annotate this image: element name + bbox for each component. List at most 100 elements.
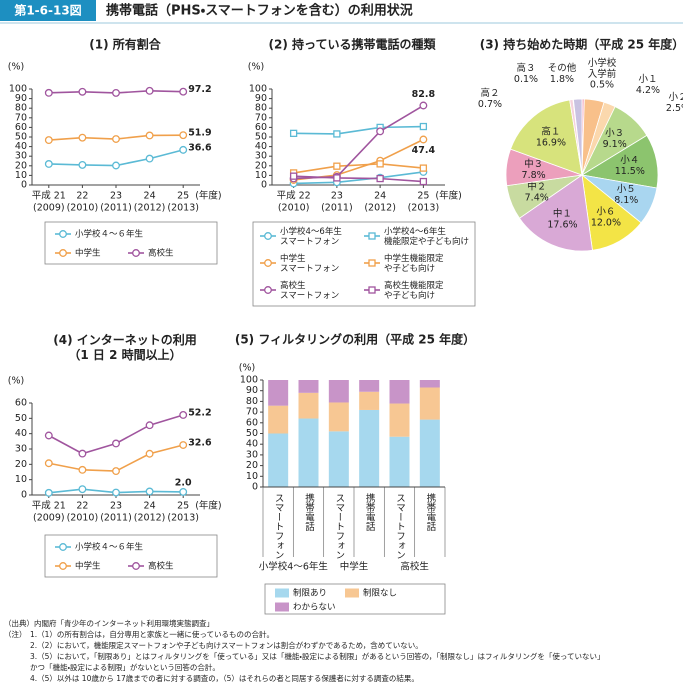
- marker: [44, 136, 53, 145]
- legend-label: 高校生: [148, 561, 174, 572]
- y-tick-label: 60: [15, 398, 27, 409]
- badge-background: [0, 0, 96, 21]
- chart-title: (1) 所有割合: [89, 37, 161, 52]
- text-line: 小学校: [588, 57, 617, 69]
- y-tick-label: 30: [15, 151, 27, 162]
- legend-label: わからない: [293, 603, 336, 613]
- y-tick-label: 50: [246, 428, 258, 439]
- x-tick-label: 25: [177, 191, 189, 202]
- x-tick-label: 23: [110, 501, 122, 512]
- marker: [78, 465, 87, 474]
- marker: [132, 562, 140, 570]
- y-tick-label: 80: [15, 103, 27, 114]
- marker: [179, 131, 188, 140]
- note: 2.（2）において，機能限定スマートフォンや子ども向けスマートフォンは割合がわず…: [30, 640, 423, 650]
- bar-segment: [359, 380, 380, 392]
- marker: [44, 88, 53, 97]
- legend-swatch: [345, 588, 359, 598]
- y-tick-label: 10: [255, 170, 267, 181]
- marker: [419, 135, 428, 144]
- marker: [179, 411, 188, 419]
- y-tick-label: 70: [15, 112, 27, 123]
- slice-label: 高３: [516, 62, 535, 74]
- x-tick-year: (2010): [67, 513, 99, 524]
- text-line: 中学生: [280, 253, 306, 264]
- slice-value: 0.1%: [514, 74, 538, 85]
- marker: [179, 487, 188, 496]
- bar-segment: [328, 431, 349, 487]
- x-tick-year: (2009): [33, 513, 65, 524]
- y-tick-label: 80: [246, 396, 258, 407]
- x-tick-label: 23: [331, 191, 343, 202]
- legend-label: 小学校４～６年生: [75, 229, 144, 240]
- marker: [289, 172, 298, 180]
- x-tick-year: (2010): [67, 203, 99, 214]
- legend-swatch: [275, 602, 289, 612]
- bar-segment: [359, 391, 380, 410]
- slice-label: 高２: [480, 87, 499, 99]
- y-tick-label: 40: [255, 141, 267, 152]
- x-tick-label: 平成 21: [32, 500, 66, 512]
- note: 1.（1）の所有割合は，自分専用と家族と一緒に使っているものの合計。: [30, 629, 274, 639]
- x-tick-label: 22: [76, 191, 88, 202]
- text-line: スマートフォン: [280, 264, 339, 274]
- legend-label: 制限なし: [363, 588, 397, 599]
- series-line: [293, 171, 424, 185]
- bar-segment: [359, 409, 380, 487]
- bar-segment: [389, 380, 410, 404]
- text-line: スマートフォン: [280, 291, 339, 301]
- text-line: 高校生機能限定: [384, 280, 444, 291]
- bar-segment: [419, 419, 440, 487]
- y-tick-label: 90: [255, 93, 267, 104]
- legend-label: 小学校4～6年生機能限定や子ども向け: [384, 226, 469, 247]
- x-tick-label: 携帯電話: [424, 492, 436, 532]
- source: （出典）内閣府「青少年のインターネット利用環境実態調査」: [4, 618, 214, 628]
- x-tick-year: (2011): [321, 203, 353, 214]
- data-label: 2.0: [175, 477, 192, 488]
- y-tick-label: 30: [246, 449, 258, 460]
- x-tick-label: 25: [417, 191, 429, 202]
- legend-label: 中学生: [75, 561, 101, 572]
- y-unit: (%): [8, 376, 24, 387]
- marker: [264, 286, 272, 294]
- legend-label: 中学生: [75, 248, 101, 259]
- slice-label: 小１: [638, 74, 657, 85]
- group-label: 中学生: [340, 561, 369, 573]
- chart-title: (3) 持ち始めた時期（平成 25 年度）: [480, 37, 683, 52]
- y-tick-label: 20: [15, 459, 27, 470]
- text-line: 中学生機能限定: [384, 253, 444, 264]
- y-tick-label: 60: [255, 122, 267, 133]
- bar-segment: [389, 403, 410, 437]
- y-tick-label: 0: [261, 180, 267, 191]
- x-tick-year: (2011): [100, 203, 132, 214]
- note: 4.（5）以外は 10歳から 17歳までの者に対する調査の，（5）はそれらの者と…: [30, 673, 419, 683]
- marker: [112, 488, 120, 497]
- text-line: 小学校4～6年生: [280, 226, 342, 237]
- slice-value: 16.9%: [536, 138, 566, 149]
- y-tick-label: 90: [246, 385, 258, 396]
- marker: [78, 133, 87, 142]
- x-tick-label: 22: [76, 501, 88, 512]
- figure-title: 携帯電話（PHS・スマートフォンを含む）の利用状況: [106, 3, 413, 19]
- x-tick-label: 24: [144, 501, 156, 512]
- x-tick-label: 平成 22: [277, 190, 311, 202]
- legend-label: 小学校4～6年生スマートフォン: [280, 226, 342, 247]
- y-tick-label: 50: [15, 132, 27, 143]
- slice-label: 小３: [605, 128, 624, 139]
- marker: [179, 87, 188, 96]
- bar-segment: [298, 380, 319, 393]
- y-tick-label: 20: [255, 160, 267, 171]
- chart-title: (2) 持っている携帯電話の種類: [269, 37, 437, 52]
- slice-value: 7.8%: [522, 170, 546, 181]
- slice-value: 7.4%: [525, 193, 549, 204]
- marker: [368, 232, 376, 240]
- bar-segment: [268, 405, 289, 434]
- slice-label: 中３: [524, 158, 543, 170]
- x-tick-year: (2009): [33, 203, 65, 214]
- marker: [59, 230, 67, 238]
- marker: [44, 488, 53, 497]
- text-line: や子ども向け: [384, 290, 435, 301]
- series-line: [48, 414, 184, 455]
